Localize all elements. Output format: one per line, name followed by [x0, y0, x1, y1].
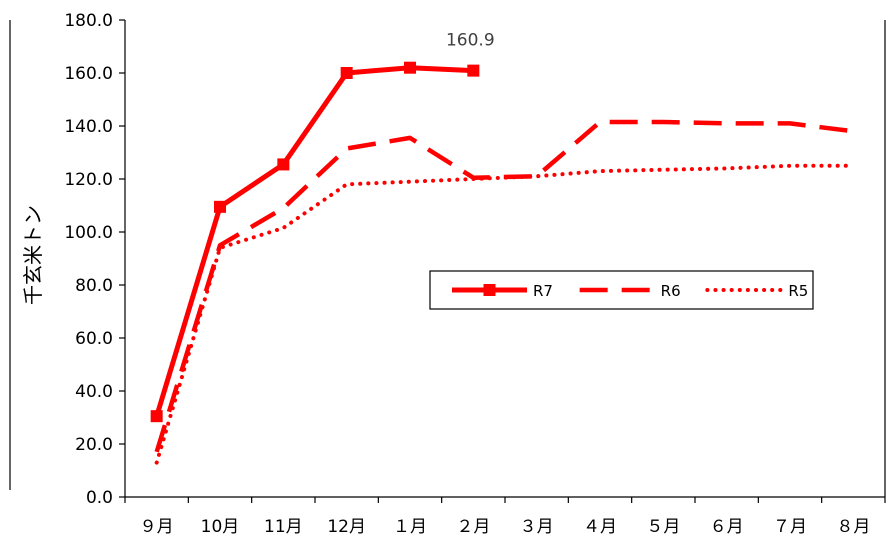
- x-tick-label: ８月: [836, 517, 870, 537]
- x-tick-label: 11月: [264, 517, 303, 537]
- y-axis-label: 千玄米トン: [21, 205, 45, 305]
- y-tick-label: 40.0: [75, 382, 113, 402]
- x-tick-label: 12月: [327, 517, 366, 537]
- x-tick-label: ４月: [583, 517, 617, 537]
- x-tick-label: ７月: [773, 517, 807, 537]
- data-point-marker-r7: [277, 158, 290, 171]
- series-line-r7: [154, 65, 474, 417]
- data-point-marker-r7: [467, 64, 480, 77]
- x-tick-label: ６月: [710, 517, 744, 537]
- legend-marker-r7: [483, 284, 496, 296]
- y-tick-label: 60.0: [75, 329, 113, 349]
- x-tick-label: ５月: [646, 517, 680, 537]
- data-point-marker-r7: [404, 61, 416, 74]
- annotation-layer: 160.9: [446, 31, 495, 51]
- legend-label-r6: R6: [661, 282, 681, 300]
- x-tick-label: 10月: [201, 517, 240, 537]
- x-tick-label: ２月: [456, 517, 490, 537]
- y-tick-label: 100.0: [64, 223, 113, 243]
- series-layer: [150, 61, 856, 465]
- legend-label-r5: R5: [788, 282, 808, 300]
- y-tick-label: 0.0: [86, 488, 113, 508]
- y-tick-label: 120.0: [64, 170, 113, 190]
- data-point-marker-r7: [214, 200, 226, 213]
- y-tick-label: 180.0: [64, 11, 113, 31]
- y-tick-label: 80.0: [75, 276, 113, 296]
- x-tick-label: １月: [393, 517, 427, 537]
- y-tick-label: 160.0: [64, 64, 113, 84]
- y-tick-label: 20.0: [75, 435, 113, 455]
- data-point-marker-r7: [150, 410, 163, 423]
- x-tick-label: ９月: [140, 517, 174, 537]
- data-label: 160.9: [446, 31, 495, 51]
- y-tick-label: 140.0: [64, 117, 113, 137]
- data-point-marker-r7: [340, 67, 353, 79]
- axes: 0.0 20.0 40.0 60.0 80.0 100.0 120.0 140.0 160.0 1…: [64, 11, 886, 537]
- series-line-r5: [154, 163, 856, 465]
- series-line-r6: [154, 119, 854, 453]
- legend: R7 R6 R5: [429, 270, 814, 310]
- x-tick-label: ３月: [520, 517, 554, 537]
- legend-label-r7: R7: [533, 282, 553, 300]
